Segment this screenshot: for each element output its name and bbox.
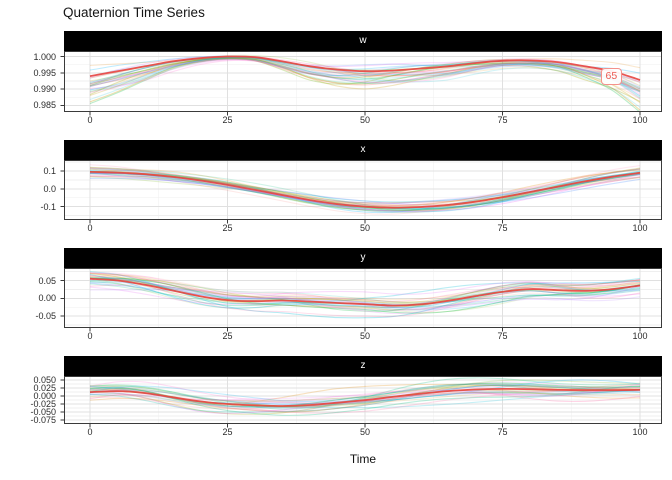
- y-tick-label: 1.000: [33, 51, 56, 62]
- x-tick-label: 50: [359, 427, 370, 437]
- facet-strip-z: z: [64, 356, 662, 376]
- panel-border: [64, 51, 662, 112]
- facet-z: z 0.050 0.025 0.000 -0.025 -0.050 -0.075 0 25 50…: [30, 356, 662, 437]
- y-tick-label: 0.1: [43, 166, 56, 177]
- facet-panel-w: [60, 51, 662, 116]
- plot-area-x: [60, 160, 662, 224]
- facet-w: w 1.000 0.995 0.990 0.985 0 25 50 75 100 65: [33, 31, 662, 125]
- major-gridlines: [64, 160, 662, 220]
- facet-y: y 0.05 0.00 -0.05 0 25 50 75 100: [35, 248, 662, 341]
- highlighted-series-line: [89, 277, 641, 307]
- axis-ticks: [60, 170, 641, 224]
- x-tick-label: 25: [222, 223, 233, 233]
- facet-strip-label: x: [360, 144, 366, 155]
- minor-gridlines: [64, 376, 662, 424]
- x-tick-label: 100: [632, 223, 648, 233]
- x-tick-label: 100: [632, 115, 648, 125]
- x-tick-label: 0: [87, 223, 93, 233]
- facet-panel-z: [60, 376, 662, 428]
- panel-border: [64, 160, 662, 220]
- x-tick-label: 75: [497, 427, 508, 437]
- series-highlight-label: 65: [600, 68, 623, 86]
- y-tick-label: 0.025: [33, 382, 56, 393]
- panel-border: [64, 376, 662, 424]
- x-tick-label: 100: [632, 331, 648, 341]
- facet-strip-label: w: [359, 35, 367, 46]
- facet-panel-x: [60, 160, 662, 224]
- series-lines: [89, 54, 641, 112]
- y-tick-label: 0.0: [43, 183, 56, 194]
- plot-area-w: [60, 51, 662, 116]
- y-tick-label: 0.995: [33, 67, 56, 78]
- y-tick-label: -0.1: [40, 201, 56, 212]
- highlighted-series-line: [89, 387, 641, 407]
- highlighted-series-line: [89, 171, 641, 209]
- axis-ticks: [60, 56, 641, 116]
- x-tick-label: 50: [359, 331, 370, 341]
- y-tick-label: 0.00: [38, 293, 56, 304]
- y-tick-label: 0.990: [33, 84, 56, 95]
- x-tick-label: 0: [87, 115, 93, 125]
- axis-ticks: [60, 379, 641, 428]
- facet-strip-w: w: [64, 31, 662, 51]
- x-tick-label: 25: [222, 331, 233, 341]
- chart-title: Quaternion Time Series: [63, 5, 205, 20]
- y-tick-label: 0.05: [38, 275, 56, 286]
- y-tick-label: 0.050: [33, 374, 56, 385]
- x-tick-label: 75: [497, 223, 508, 233]
- axis-ticks: [60, 280, 641, 332]
- x-tick-label: 100: [632, 427, 648, 437]
- facet-x: x 0.1 0.0 -0.1 0 25 50 75 100: [40, 140, 662, 233]
- x-axis-title: Time: [349, 452, 377, 466]
- major-gridlines: [64, 51, 662, 112]
- facet-strip-label: z: [360, 360, 366, 371]
- major-gridlines: [64, 268, 662, 328]
- y-tick-label: -0.025: [30, 399, 56, 410]
- x-tick-label: 50: [359, 223, 370, 233]
- minor-gridlines: [64, 160, 662, 220]
- y-tick-label: 0.985: [33, 100, 56, 111]
- x-tick-label: 0: [87, 427, 93, 437]
- panel-border: [64, 268, 662, 328]
- x-tick-label: 0: [87, 331, 93, 341]
- facet-strip-label: y: [360, 252, 366, 263]
- x-tick-label: 25: [222, 115, 233, 125]
- y-tick-label: 0.000: [33, 390, 56, 401]
- x-tick-label: 50: [359, 115, 370, 125]
- plot-area-y: [60, 268, 662, 332]
- facet-strip-y: y: [64, 248, 662, 268]
- y-tick-label: -0.075: [30, 415, 56, 426]
- y-tick-label: -0.05: [35, 311, 56, 322]
- highlighted-series-line: [89, 55, 641, 81]
- minor-gridlines: [64, 51, 662, 112]
- x-tick-label: 75: [497, 115, 508, 125]
- x-tick-label: 25: [222, 427, 233, 437]
- facet-strip-x: x: [64, 140, 662, 160]
- x-tick-label: 75: [497, 331, 508, 341]
- y-tick-label: -0.050: [30, 407, 56, 418]
- facet-panel-y: [60, 268, 662, 332]
- plot-area-z: [60, 376, 662, 428]
